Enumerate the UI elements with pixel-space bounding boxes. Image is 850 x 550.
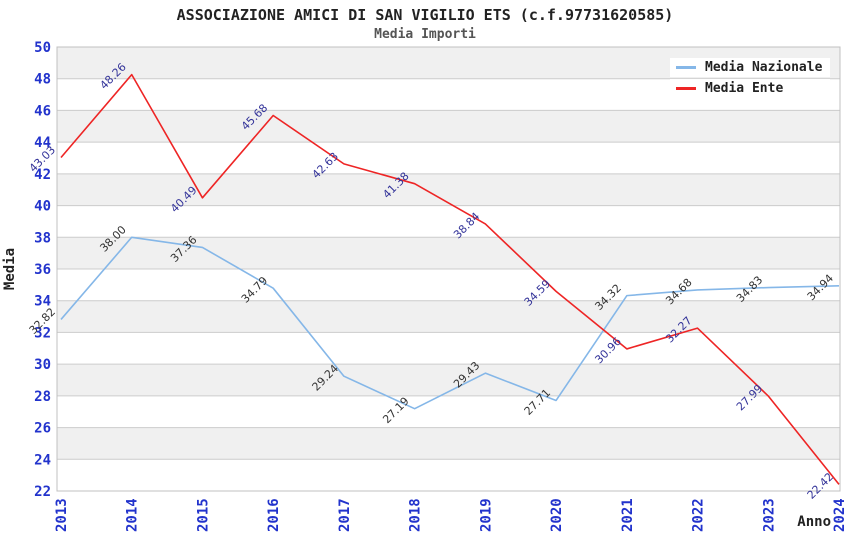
x-tick-label: 2015 <box>195 498 211 532</box>
y-tick-label: 50 <box>34 40 51 56</box>
y-tick-label: 26 <box>34 421 51 437</box>
y-tick-label: 22 <box>34 484 51 500</box>
legend-label: Media Ente <box>705 81 784 96</box>
plot-band <box>57 142 840 174</box>
x-tick-label: 2019 <box>478 498 494 532</box>
y-axis-title: Media <box>2 248 18 290</box>
y-tick-label: 36 <box>34 262 51 278</box>
x-tick-label: 2013 <box>54 498 70 532</box>
y-tick-label: 48 <box>34 72 51 88</box>
series-line-media-nazionale <box>60 236 840 410</box>
x-tick-label: 2022 <box>691 498 707 532</box>
plot-band <box>57 237 840 269</box>
plot-band <box>57 205 840 238</box>
legend-line-swatch-ente <box>676 87 696 90</box>
y-tick-label: 34 <box>34 294 51 310</box>
y-tick-label: 32 <box>34 325 51 341</box>
y-tick-label: 28 <box>34 389 51 405</box>
plot-band <box>57 110 840 143</box>
series-line-media-ente <box>60 73 840 485</box>
plot-band <box>57 269 840 301</box>
chart-subtitle: Media Importi <box>374 27 476 42</box>
x-tick-label: 2024 <box>832 498 848 532</box>
plot-band <box>57 364 840 396</box>
y-tick-label: 46 <box>34 103 51 119</box>
x-axis-title: Anno <box>797 514 831 530</box>
plot-band <box>57 427 840 460</box>
plot-band <box>57 395 840 428</box>
x-tick-label: 2020 <box>549 498 565 532</box>
x-tick-label: 2023 <box>761 498 777 532</box>
y-tick-label: 30 <box>34 357 51 373</box>
chart-title: ASSOCIAZIONE AMICI DI SAN VIGILIO ETS (c… <box>176 6 674 24</box>
y-tick-label: 38 <box>34 230 51 246</box>
x-tick-label: 2018 <box>408 498 424 532</box>
y-tick-label: 24 <box>34 452 51 468</box>
plot-border <box>56 46 841 492</box>
legend-line-swatch-nazionale <box>676 66 696 69</box>
x-tick-label: 2016 <box>266 498 282 532</box>
y-tick-label: 42 <box>34 167 51 183</box>
plot-band <box>57 332 840 365</box>
y-tick-label: 44 <box>34 135 51 151</box>
x-tick-label: 2017 <box>337 498 353 532</box>
y-tick-label: 40 <box>34 199 51 215</box>
legend-item-media-nazionale: Media Nazionale <box>670 58 831 77</box>
x-tick-label: 2014 <box>125 498 141 532</box>
legend-label: Media Nazionale <box>705 60 823 75</box>
legend: Media Nazionale Media Ente <box>670 58 831 98</box>
plot-band <box>57 459 840 491</box>
legend-item-media-ente: Media Ente <box>670 79 831 98</box>
plot-band <box>57 300 840 333</box>
plot-band <box>57 173 840 206</box>
x-tick-label: 2021 <box>620 498 636 532</box>
